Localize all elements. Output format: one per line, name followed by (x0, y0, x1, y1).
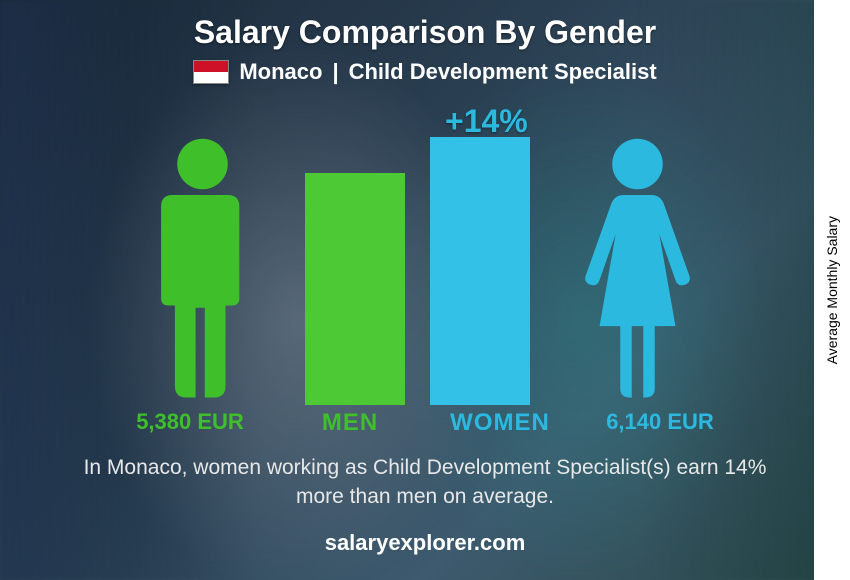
women-salary-bar (430, 137, 530, 405)
subtitle-divider: | (332, 59, 338, 85)
subtitle-row: Monaco | Child Development Specialist (0, 59, 850, 85)
women-category-label: WOMEN (425, 409, 575, 443)
page-title: Salary Comparison By Gender (0, 0, 850, 51)
description-text: In Monaco, women working as Child Develo… (65, 453, 785, 512)
men-salary-value: 5,380 EUR (105, 409, 275, 443)
job-title-label: Child Development Specialist (349, 59, 657, 85)
chart-baseline-labels: 5,380 EUR MEN WOMEN 6,140 EUR (105, 409, 745, 443)
men-salary-bar (305, 173, 405, 405)
male-figure-icon (145, 135, 260, 405)
infographic-content: Salary Comparison By Gender Monaco | Chi… (0, 0, 850, 580)
female-figure-icon (580, 135, 695, 405)
country-label: Monaco (239, 59, 322, 85)
women-salary-value: 6,140 EUR (575, 409, 745, 443)
flag-bottom-stripe (194, 72, 228, 83)
percent-difference-label: +14% (445, 103, 528, 140)
monaco-flag-icon (193, 60, 229, 84)
men-category-label: MEN (275, 409, 425, 443)
y-axis-strip: Average Monthly Salary (814, 0, 850, 580)
site-footer: salaryexplorer.com (0, 530, 850, 556)
salary-comparison-chart: +14% 5,380 EUR MEN (105, 103, 745, 443)
flag-top-stripe (194, 61, 228, 72)
y-axis-label: Average Monthly Salary (824, 216, 840, 364)
